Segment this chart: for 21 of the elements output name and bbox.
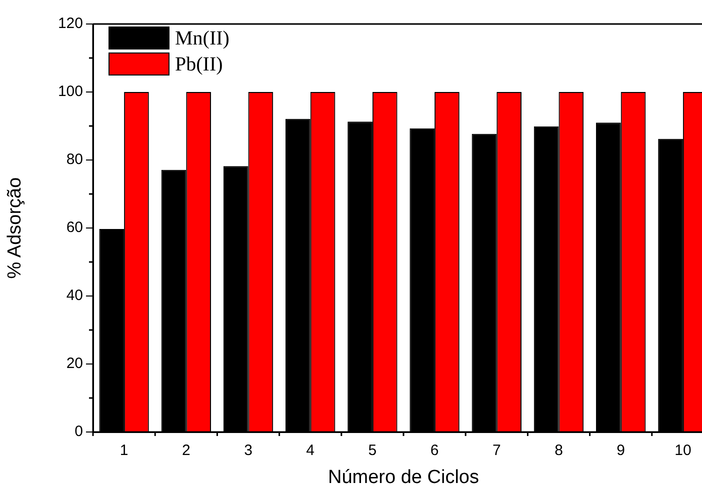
x-tick-label: 1 xyxy=(120,442,128,460)
y-tick-label: 80 xyxy=(66,151,83,168)
x-tick-label: 8 xyxy=(554,442,563,460)
x-tick-label: 3 xyxy=(244,442,252,460)
x-tick-label: 6 xyxy=(430,442,439,460)
x-tick-label: 10 xyxy=(674,442,692,460)
x-tick-label: 7 xyxy=(492,442,501,460)
x-axis-title: Número de Ciclos xyxy=(328,466,479,488)
legend-label: Mn(II) xyxy=(175,27,230,50)
x-tick-label: 9 xyxy=(616,442,626,460)
y-axis-title: % Adsorção xyxy=(4,177,26,279)
x-tick-label: 5 xyxy=(368,442,377,460)
y-tick-label: 40 xyxy=(66,287,83,304)
y-tick-label: 20 xyxy=(66,355,83,372)
y-tick-label: 0 xyxy=(74,423,83,440)
y-tick-label: 60 xyxy=(66,219,83,236)
x-tick-label: 2 xyxy=(182,442,190,460)
legend-label: Pb(II) xyxy=(175,53,223,76)
y-tick-label: 100 xyxy=(58,83,83,100)
x-tick-label: 4 xyxy=(306,442,315,460)
y-tick-label: 120 xyxy=(58,15,83,32)
